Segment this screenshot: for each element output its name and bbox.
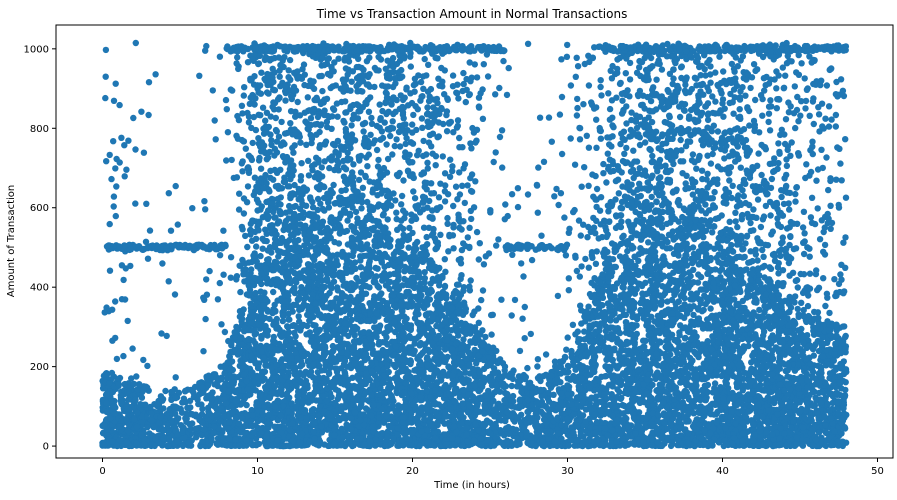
data-point — [278, 234, 286, 242]
data-point — [750, 291, 757, 299]
data-point — [638, 299, 645, 306]
data-point — [707, 305, 714, 312]
data-point — [251, 331, 258, 338]
data-point — [786, 308, 793, 316]
data-point — [441, 283, 449, 290]
data-point — [475, 319, 482, 326]
data-point — [769, 347, 776, 354]
points-layer — [99, 39, 850, 450]
data-point — [334, 287, 341, 294]
data-point — [421, 269, 428, 276]
data-point — [443, 295, 450, 302]
data-point — [362, 290, 370, 297]
data-point — [259, 235, 266, 242]
chart-title: Time vs Transaction Amount in Normal Tra… — [316, 7, 628, 21]
data-point — [320, 304, 328, 311]
data-point — [745, 342, 752, 350]
data-point — [794, 305, 801, 313]
data-point — [593, 320, 600, 328]
data-point — [508, 382, 515, 390]
data-point — [204, 382, 212, 389]
data-point — [405, 244, 412, 251]
data-point — [353, 274, 360, 282]
data-point — [826, 370, 834, 377]
data-point — [334, 387, 342, 394]
data-point — [475, 427, 482, 434]
data-point — [433, 322, 440, 330]
data-point — [597, 398, 604, 405]
data-point — [616, 253, 624, 260]
data-point — [257, 252, 264, 260]
data-point — [279, 317, 286, 325]
data-point — [502, 417, 509, 425]
data-point — [776, 365, 783, 372]
data-point — [284, 323, 291, 330]
data-point — [802, 407, 809, 415]
data-point — [593, 418, 601, 426]
data-point — [779, 339, 786, 346]
data-point — [509, 392, 517, 400]
data-point — [697, 286, 704, 293]
data-point — [619, 234, 626, 241]
data-point — [253, 243, 260, 250]
data-point — [512, 404, 519, 411]
data-point — [537, 377, 544, 385]
data-point — [776, 435, 783, 442]
data-point — [259, 245, 266, 252]
data-point — [162, 387, 169, 395]
data-point — [645, 239, 652, 246]
data-point — [667, 442, 675, 450]
data-point — [651, 208, 658, 216]
